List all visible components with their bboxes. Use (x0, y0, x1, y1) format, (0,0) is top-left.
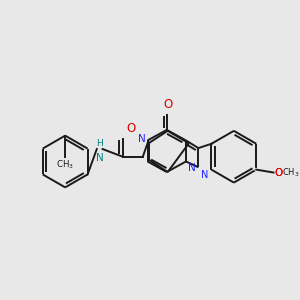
Text: N: N (188, 164, 196, 173)
Text: O: O (274, 167, 283, 178)
Text: N: N (138, 134, 146, 145)
Text: H: H (96, 139, 103, 148)
Text: O: O (274, 169, 283, 178)
Text: N: N (96, 153, 104, 163)
Text: O: O (127, 122, 136, 135)
Text: N: N (201, 170, 208, 180)
Text: O: O (163, 98, 172, 111)
Text: CH$_3$: CH$_3$ (282, 166, 300, 179)
Text: CH$_3$: CH$_3$ (56, 159, 74, 171)
